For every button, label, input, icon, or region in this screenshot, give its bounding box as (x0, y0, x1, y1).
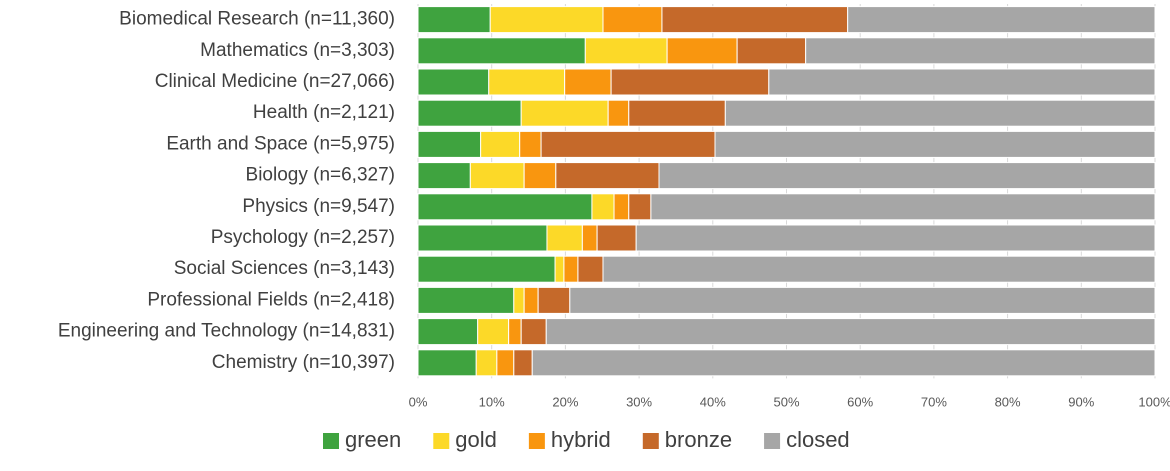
bar-segment (417, 318, 479, 346)
legend-swatch (764, 433, 781, 449)
bar-segment (496, 349, 515, 377)
legend-label: closed (786, 427, 850, 452)
bar-segment (613, 193, 630, 221)
bar-segment (596, 224, 637, 252)
y-tick-label: Earth and Space (n=5,975) (166, 133, 395, 154)
bar-segment (628, 193, 652, 221)
x-tick-label: 80% (995, 394, 1021, 409)
bar-segment (488, 68, 566, 96)
bar-segment (661, 6, 849, 34)
bar-segment (768, 68, 1156, 96)
bar-segment (480, 130, 521, 158)
bar-segment (563, 255, 579, 283)
bar-segment (475, 349, 498, 377)
bar-segment (546, 224, 583, 252)
x-tick-label: 90% (1068, 394, 1094, 409)
x-tick-label: 70% (921, 394, 947, 409)
bar-segment (805, 37, 1156, 65)
y-tick-label: Health (n=2,121) (253, 102, 395, 123)
bar-segment (540, 130, 716, 158)
bar-segment (602, 6, 663, 34)
bar-segment (658, 162, 1156, 190)
bar-segment (417, 286, 515, 314)
bar-segment (417, 130, 482, 158)
bar-segment (469, 162, 525, 190)
bar-segment (714, 130, 1156, 158)
legend-label: green (345, 427, 401, 452)
bar-segment (602, 255, 1156, 283)
y-tick-label: Professional Fields (n=2,418) (147, 289, 395, 310)
bar-segment (610, 68, 770, 96)
bar-segment (628, 99, 726, 127)
x-tick-label: 50% (773, 394, 799, 409)
legend-swatch (323, 433, 339, 449)
bar-segment (417, 349, 477, 377)
bar-segment (417, 255, 556, 283)
bar-segment (520, 318, 547, 346)
x-tick-label: 60% (847, 394, 873, 409)
bar-segment (519, 130, 542, 158)
bar-segment (537, 286, 571, 314)
bar-segment (577, 255, 604, 283)
bar-segment (523, 286, 539, 314)
legend-label: bronze (665, 427, 732, 452)
bar-segment (736, 37, 807, 65)
bar-segment (531, 349, 1156, 377)
x-tick-label: 10% (479, 394, 505, 409)
y-tick-label: Engineering and Technology (n=14,831) (58, 321, 395, 342)
bar-segment (724, 99, 1156, 127)
x-tick-label: 20% (552, 394, 578, 409)
bar-segment (555, 162, 660, 190)
bar-segment (417, 162, 471, 190)
x-tick-label: 30% (626, 394, 652, 409)
legend-swatch (433, 433, 450, 449)
y-tick-label: Biomedical Research (n=11,360) (119, 9, 395, 30)
bar-segment (545, 318, 1156, 346)
bar-segment (513, 286, 525, 314)
bar-segment (417, 6, 491, 34)
x-tick-label: 40% (700, 394, 726, 409)
x-tick-label: 100% (1138, 394, 1170, 409)
bar-segment (477, 318, 510, 346)
bar-segment (417, 99, 522, 127)
bar-segment (847, 6, 1156, 34)
bar-segment (581, 224, 598, 252)
legend-swatch (642, 433, 659, 449)
bar-segment (417, 37, 586, 65)
bar-segment (650, 193, 1156, 221)
bar-segment (666, 37, 738, 65)
legend-label: gold (455, 427, 497, 452)
bar-segment (417, 224, 548, 252)
x-tick-label: 0% (409, 394, 428, 409)
bar-segment (607, 99, 630, 127)
bar-segment (489, 6, 604, 34)
bar-segment (564, 68, 612, 96)
bar-segment (417, 68, 490, 96)
y-tick-label: Mathematics (n=3,303) (200, 40, 395, 61)
bar-segment (508, 318, 522, 346)
legend-swatch (528, 433, 545, 449)
bar-segment (513, 349, 533, 377)
y-tick-label: Physics (n=9,547) (242, 196, 395, 217)
bar-segment (635, 224, 1156, 252)
y-tick-label: Clinical Medicine (n=27,066) (155, 71, 395, 92)
bar-segment (584, 37, 668, 65)
bar-segment (554, 255, 565, 283)
y-tick-label: Social Sciences (n=3,143) (174, 258, 395, 279)
y-tick-label: Psychology (n=2,257) (211, 227, 395, 248)
y-tick-label: Chemistry (n=10,397) (212, 352, 395, 373)
bar-segment (520, 99, 609, 127)
bar-segment (569, 286, 1156, 314)
y-tick-label: Biology (n=6,327) (246, 165, 395, 186)
bar-segment (523, 162, 557, 190)
legend-label: hybrid (551, 427, 611, 452)
bar-segment (591, 193, 615, 221)
bar-segment (417, 193, 593, 221)
